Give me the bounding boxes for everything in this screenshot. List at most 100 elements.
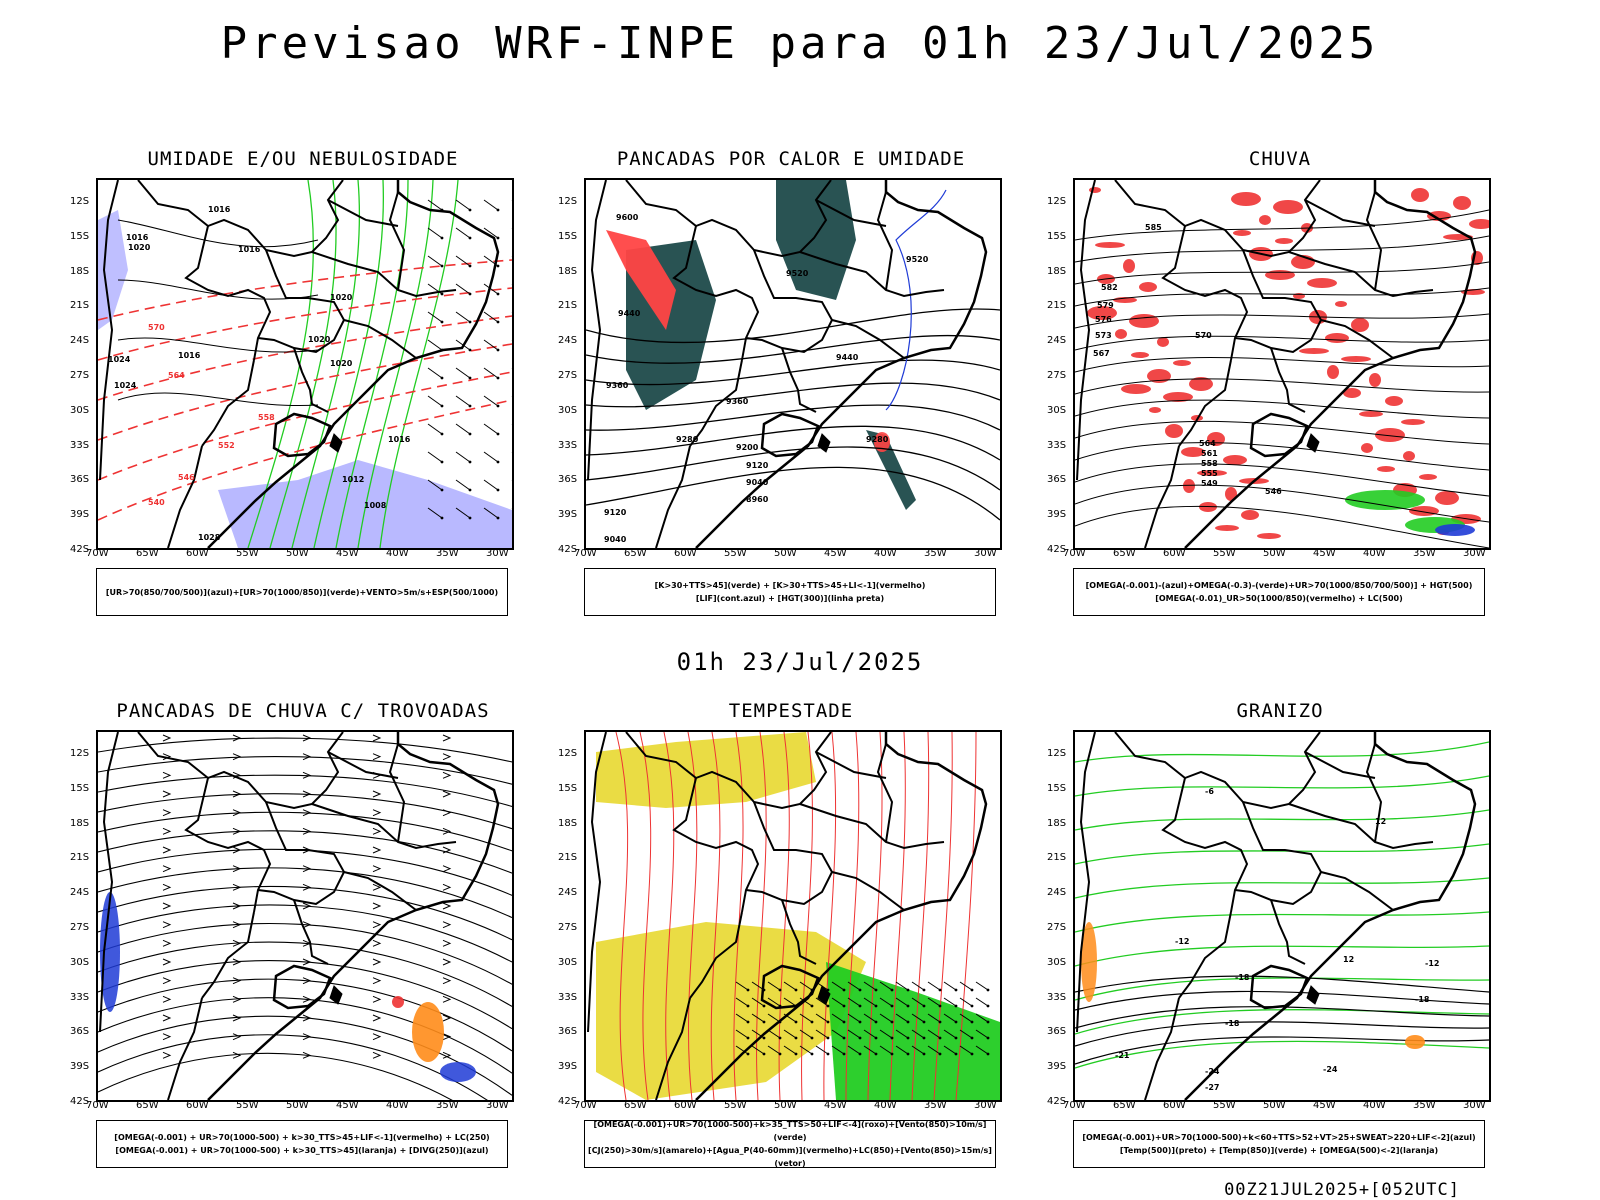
lc250-streamline — [98, 885, 512, 941]
contour-value-label: 1012 — [342, 475, 364, 484]
red-rain-area — [1095, 242, 1125, 248]
contour-value-label: -24 — [1205, 1067, 1220, 1076]
political-border — [137, 180, 272, 361]
latitude-label: 42S — [1047, 544, 1067, 555]
legend-line: [UR>70(850/700/500)](azul)+[UR>70(1000/8… — [105, 587, 499, 597]
longitude-label: 35W — [436, 1100, 459, 1111]
streamline-arrow — [372, 883, 382, 891]
wind-vector-head — [440, 292, 444, 296]
wind-vector-head — [496, 292, 500, 296]
streamline-arrow — [442, 1014, 452, 1022]
temp850-contour — [1075, 1009, 1489, 1035]
political-border — [137, 732, 272, 913]
contour-value-label: 540 — [148, 498, 165, 507]
streamline-arrow — [232, 995, 242, 1003]
wind-vector-head — [922, 1020, 926, 1024]
wind-vector — [879, 1045, 893, 1055]
panel-legend: [OMEGA(-0.001) + UR>70(1000-500) + k>30_… — [96, 1120, 508, 1168]
latitude-label: 30S — [558, 404, 578, 416]
coastline — [695, 732, 988, 1100]
lc850-streamline — [823, 732, 837, 1100]
contour-value-label: 570 — [1195, 331, 1212, 340]
latitude-label: 21S — [558, 852, 578, 864]
latitude-label: 30S — [1047, 956, 1067, 968]
red-rain-area — [1129, 314, 1159, 328]
longitude-label: 30W — [1463, 1100, 1486, 1111]
wind-vector — [483, 507, 499, 519]
hgt500-streamline — [1075, 261, 1489, 285]
middle-time-label: 01h 23/Jul/2025 — [676, 648, 924, 676]
streamline-arrow — [232, 883, 242, 891]
latitude-label: 42S — [1047, 1096, 1067, 1107]
hgt500-streamline — [1075, 209, 1489, 241]
wind-vector-head — [440, 264, 444, 268]
latitude-label: 21S — [70, 852, 90, 864]
hgt500-streamline — [1075, 463, 1489, 497]
wind-vector-head — [874, 1020, 878, 1024]
contour-value-label: 9040 — [604, 535, 627, 544]
red-rain-area — [1299, 348, 1329, 354]
legend-line: [CJ(250)>30m/s](amarelo)+[Agua_P(40-60mm… — [588, 1146, 992, 1168]
red-rain-area — [1453, 196, 1471, 210]
panel-legend: [OMEGA(-0.001)+UR>70(1000-500)+k>35_TTS>… — [584, 1120, 996, 1168]
streamline-arrow — [232, 977, 242, 985]
longitude-label: 55W — [1213, 1100, 1236, 1111]
pressure-isobar — [117, 219, 319, 248]
lc850-streamline — [639, 732, 652, 1100]
streamline-arrow — [302, 809, 312, 817]
temp500-contour — [1075, 1036, 1489, 1065]
longitude-label: 35W — [436, 548, 459, 559]
latitude-label: 39S — [70, 509, 90, 521]
streamline-arrow — [232, 753, 242, 761]
political-border — [1320, 319, 1394, 359]
main-title: Previsao WRF-INPE para 01h 23/Jul/2025 — [220, 18, 1380, 69]
contour-value-label: 9280 — [676, 435, 699, 444]
forecast-map: 1016 1016 1020 1016 1020 1020 1016 1024 1020 1024… — [96, 178, 514, 550]
wind-vector — [975, 1045, 989, 1055]
wind-vector — [959, 1029, 973, 1039]
red-rain-area — [1231, 192, 1261, 206]
lc250-streamline — [98, 941, 512, 1007]
wind-vector-head — [890, 1036, 894, 1040]
red-rain-area — [1419, 474, 1437, 480]
red-rain-area — [1401, 419, 1425, 425]
forecast-map: 585 582 579 576 573 570 567 564 561 558 555 549 546 — [1073, 178, 1491, 550]
orange-omega-area — [1405, 1035, 1425, 1049]
political-border — [327, 199, 399, 227]
contour-value-label: 9040 — [746, 478, 769, 487]
latitude-label: 24S — [1047, 887, 1067, 899]
blue-humidity-area — [218, 460, 512, 548]
wind-vector-head — [954, 1020, 958, 1024]
coastline — [695, 180, 988, 548]
wind-vector-head — [842, 1020, 846, 1024]
red-rain-area — [1233, 230, 1251, 236]
streamline-arrow — [372, 921, 382, 929]
coastline — [1184, 732, 1477, 1100]
wind-vector-head — [468, 264, 472, 268]
red-rain-area — [1359, 411, 1383, 417]
streamline-arrow — [442, 865, 452, 873]
wind-vector — [427, 507, 443, 519]
temp850-contour — [1075, 843, 1489, 865]
wind-vector — [895, 1029, 909, 1039]
wind-vector — [767, 1045, 781, 1055]
blue-divergence-area — [440, 1062, 476, 1082]
wind-vector-head — [858, 1020, 862, 1024]
wind-vector-head — [826, 1020, 830, 1024]
streamline-arrow — [442, 958, 452, 966]
political-border — [201, 359, 255, 447]
streamline-arrow — [162, 921, 172, 929]
wind-vector-head — [810, 1052, 814, 1056]
streamline-arrow — [232, 1014, 242, 1022]
temp500-contour — [1075, 1021, 1489, 1047]
wind-vector — [975, 981, 989, 991]
longitude-label: 45W — [336, 548, 359, 559]
longitude-label: 40W — [1363, 1100, 1386, 1111]
wind-vector-head — [746, 988, 750, 992]
red-rain-area — [1343, 388, 1361, 398]
political-border — [167, 997, 203, 1100]
wind-vector-head — [468, 348, 472, 352]
contour-value-label: -18 — [1235, 973, 1250, 982]
streamline-arrow — [162, 827, 172, 835]
wind-vector-head — [440, 320, 444, 324]
